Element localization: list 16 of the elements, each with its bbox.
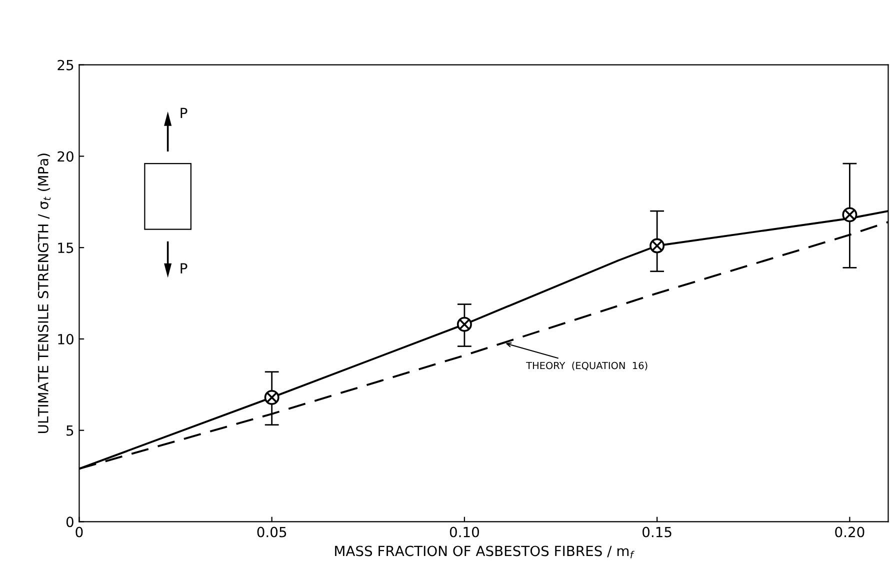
y-tick-label: 15 (58, 242, 74, 254)
y-tick-label: 0 (66, 516, 74, 528)
x-tick-label: 0.05 (257, 526, 286, 538)
x-tick-label: 0.20 (835, 526, 864, 538)
x-tick-label: 0 (76, 526, 83, 538)
annotation: P (180, 263, 188, 274)
y-tick-label: 10 (58, 334, 74, 344)
y-tick-label: 5 (66, 425, 74, 436)
annotation: P (180, 108, 188, 118)
x-tick-label: 0.10 (450, 526, 479, 538)
y-tick-label: 20 (58, 151, 74, 162)
x-tick-label: 0.15 (642, 526, 672, 538)
annotation: THEORY (EQUATION 16) (526, 362, 648, 370)
x-axis-title: MASS FRACTION OF ASBESTOS FIBRES / m$_{f}$ (335, 546, 634, 558)
y-tick-label: 25 (58, 60, 74, 70)
y-axis-title: ULTIMATE TENSILE STRENGTH / σ$_{t}$ (MPa) (38, 154, 50, 433)
